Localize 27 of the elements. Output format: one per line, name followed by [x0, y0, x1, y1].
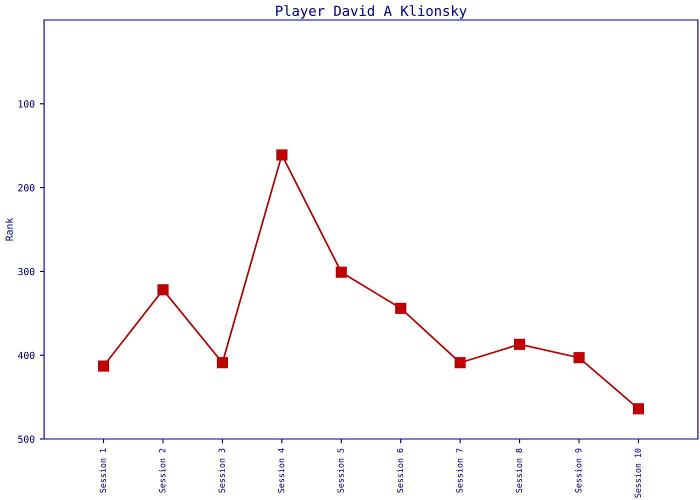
y-tick-label: 300	[18, 268, 34, 276]
x-tick-label: Session 2	[158, 448, 166, 493]
y-tick-label: 500	[18, 436, 34, 443]
x-tick-label: Session 10	[634, 448, 641, 498]
point	[216, 357, 228, 368]
x-tick-label: Session 8	[516, 448, 522, 493]
y-axis-title: Rank	[5, 218, 13, 241]
point	[276, 149, 288, 160]
point	[632, 403, 644, 414]
point	[454, 357, 466, 368]
point	[514, 338, 526, 350]
point	[157, 284, 169, 296]
point	[336, 266, 347, 278]
y-tick-label: 400	[18, 352, 34, 360]
y-tick-label: 200	[18, 184, 34, 192]
x-tick-label: Session 1	[100, 448, 106, 493]
point	[395, 302, 406, 314]
point	[573, 352, 585, 364]
x-tick-label: Session 3	[218, 448, 225, 493]
x-tick-label: Session 6	[396, 448, 404, 493]
chart-title: Player David A Klionsky	[276, 5, 467, 19]
x-tick-label: Session 4	[278, 448, 284, 493]
x-tick-label: Session 7	[456, 448, 463, 493]
x-tick-label: Session 9	[575, 448, 582, 493]
y-tick-label: 100	[18, 100, 34, 108]
point	[98, 360, 110, 372]
x-tick-label: Session 5	[337, 448, 344, 493]
